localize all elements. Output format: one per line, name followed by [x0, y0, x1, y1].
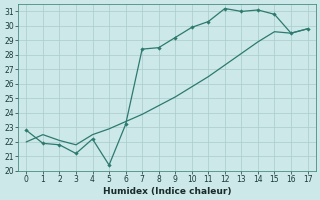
X-axis label: Humidex (Indice chaleur): Humidex (Indice chaleur) [103, 187, 231, 196]
